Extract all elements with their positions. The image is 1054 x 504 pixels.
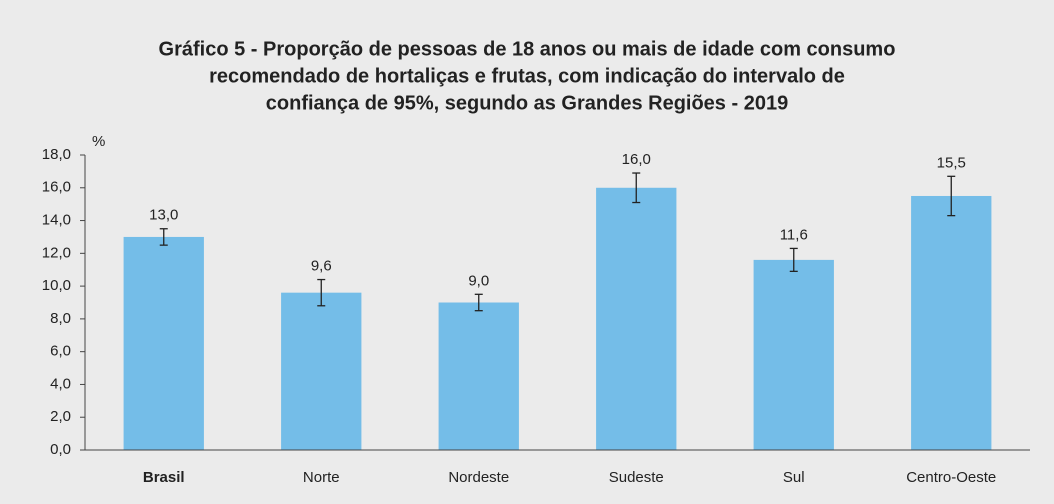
error-bar: [159, 228, 168, 246]
chart-title: confiança de 95%, segundo as Grandes Reg…: [266, 92, 788, 114]
x-tick-label: Sul: [783, 469, 805, 486]
data-label: 9,6: [311, 258, 332, 275]
bar: [123, 236, 204, 450]
error-bar: [317, 278, 326, 307]
error-bar: [789, 247, 798, 273]
error-bar: [947, 175, 956, 217]
error-bar: [474, 293, 483, 312]
y-tick-label: 4,0: [50, 375, 71, 392]
bar: [281, 292, 362, 450]
data-label: 13,0: [149, 207, 178, 224]
y-tick-label: 12,0: [42, 244, 71, 261]
y-tick-label: 2,0: [50, 408, 71, 425]
x-tick-label: Brasil: [143, 469, 185, 486]
data-label: 15,5: [937, 154, 966, 171]
y-tick-label: 6,0: [50, 343, 71, 360]
bar: [911, 195, 992, 450]
y-tick-label: 10,0: [42, 277, 71, 294]
x-tick-label: Nordeste: [448, 469, 509, 486]
y-tick-label: 8,0: [50, 310, 71, 327]
x-tick-label: Sudeste: [609, 469, 664, 486]
error-bar: [632, 172, 641, 204]
y-tick-label: 0,0: [50, 441, 71, 458]
y-tick-label: 18,0: [42, 146, 71, 163]
data-label: 16,0: [622, 151, 651, 168]
x-tick-label: Centro-Oeste: [906, 469, 996, 486]
bar: [753, 259, 834, 450]
chart-title: Gráfico 5 - Proporção de pessoas de 18 a…: [159, 38, 896, 60]
y-axis-label: %: [92, 133, 105, 150]
data-label: 9,0: [468, 272, 489, 289]
x-tick-label: Norte: [303, 469, 340, 486]
y-tick-label: 16,0: [42, 179, 71, 196]
bar: [438, 302, 519, 450]
chart-title: recomendado de hortaliças e frutas, com …: [209, 65, 845, 87]
bar: [596, 187, 677, 450]
data-label: 11,6: [780, 226, 808, 243]
y-tick-label: 14,0: [42, 212, 71, 229]
